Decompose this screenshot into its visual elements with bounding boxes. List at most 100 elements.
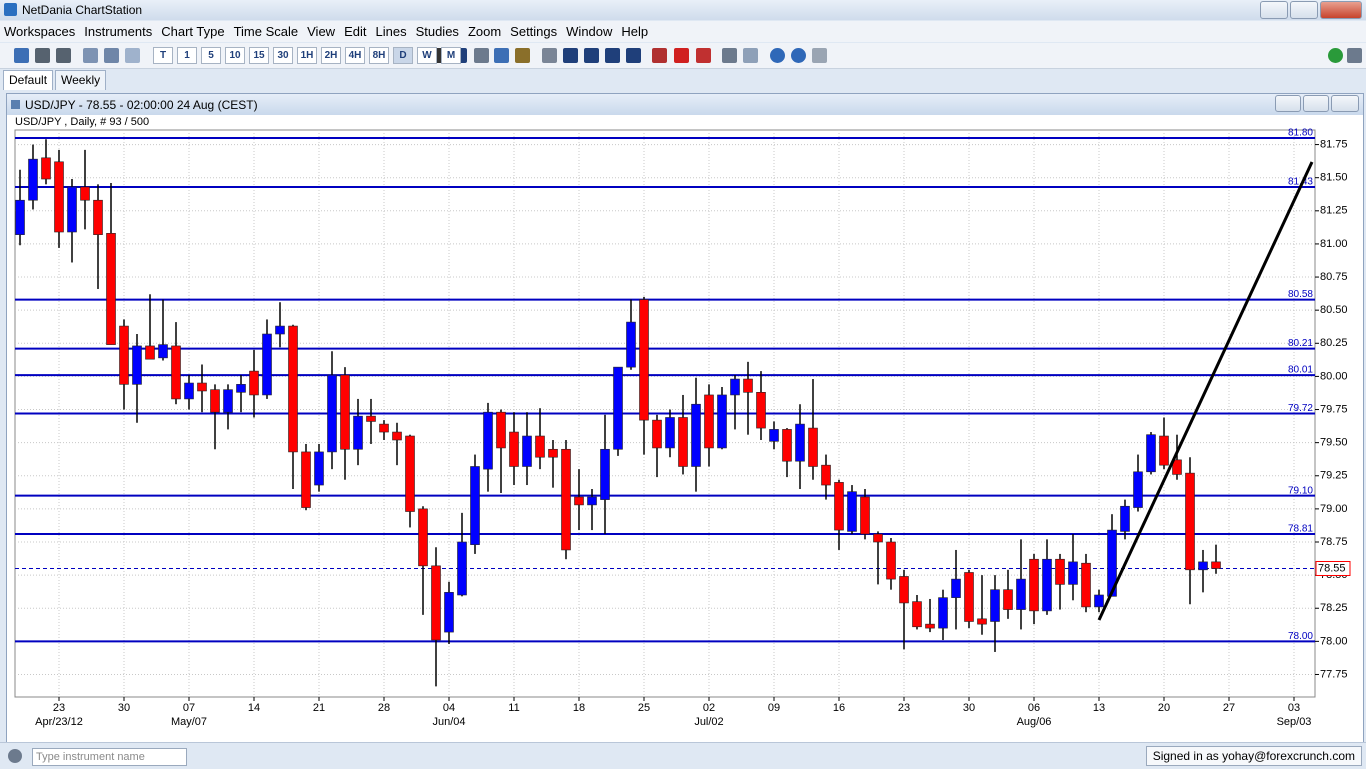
candle-body [93,199,103,235]
candle-body [431,565,441,641]
candle-body [483,411,493,470]
tool-button[interactable] [494,48,509,63]
line-tool-button[interactable] [626,48,641,63]
y-tick-label: 80.25 [1320,337,1348,349]
candle-body [327,374,337,453]
menu-item[interactable]: Help [621,24,649,39]
timeframe-button[interactable]: 10 [225,47,245,64]
delete-all-button[interactable] [696,48,711,63]
timeframe-button[interactable]: 1H [297,47,317,64]
studies-button[interactable] [515,48,530,63]
timeframe-button[interactable]: W [417,47,437,64]
menu-item[interactable]: Settings [510,24,558,39]
candle-body [1211,561,1221,569]
candle-body [912,601,922,628]
chart-button[interactable] [83,48,98,63]
print-button[interactable] [722,48,737,63]
timeframe-button[interactable]: T [153,47,173,64]
timeframe-button[interactable]: 5 [201,47,221,64]
timeframe-button[interactable]: 2H [321,47,341,64]
candle-body [587,496,597,506]
candle-body [340,374,350,450]
current-price-box [1315,560,1351,576]
restore-button[interactable] [1303,95,1329,112]
x-tick-label: 18 [573,702,585,714]
save-button[interactable] [35,48,50,63]
new-button[interactable] [14,48,29,63]
menu-item[interactable]: Lines [375,24,407,39]
y-tick-label: 78.75 [1320,536,1348,548]
minimize-button[interactable] [1275,95,1301,112]
line-tool-button[interactable] [563,48,578,63]
tab-bar: Default Weekly [0,69,1366,91]
candle-body [821,464,831,486]
workspace-tab[interactable]: Weekly [55,70,107,90]
menu-item[interactable]: Time Scale [233,24,299,39]
menu-item[interactable]: Chart Type [161,24,225,39]
delete-line-button[interactable] [652,48,667,63]
line-button[interactable] [125,48,140,63]
chart-plot: USD/JPY , Daily, # 93 / 500 77.75 78.00 78… [14,116,1351,728]
zoom-out-button[interactable] [791,48,806,63]
candle-body [314,451,324,486]
timeframe-button[interactable]: 1 [177,47,197,64]
instrument-search[interactable]: Type instrument name [32,748,187,766]
minimize-button[interactable] [1260,1,1288,19]
zoom-reset-button[interactable] [812,48,827,63]
y-tick-label: 79.00 [1320,503,1348,515]
y-tick-label: 80.50 [1320,304,1348,316]
timeframe-button[interactable]: M [441,47,461,64]
y-tick-label: 79.50 [1320,437,1348,449]
timeframe-button[interactable]: 4H [345,47,365,64]
zoom-in-button[interactable] [770,48,785,63]
timeframe-button[interactable]: D [393,47,413,64]
menu-item[interactable]: Instruments [84,24,153,39]
candle-body [834,482,844,531]
workspace-tab[interactable]: Default [3,70,54,90]
menu-item[interactable]: Zoom [467,24,502,39]
save-all-button[interactable] [56,48,71,63]
alert-button[interactable] [542,48,557,63]
menu-item[interactable]: Studies [415,24,459,39]
status-indicator [1328,48,1343,63]
y-tick-label: 78.00 [1320,635,1348,647]
menu-item[interactable]: View [307,24,336,39]
candle-body [756,392,766,429]
menu-item[interactable]: Window [566,24,613,39]
candle-body [1068,561,1078,585]
candle-body [522,435,532,467]
y-tick-label: 81.25 [1320,205,1348,217]
close-button[interactable] [1320,1,1362,19]
candle-body [379,423,389,433]
timeframe-button[interactable]: 8H [369,47,389,64]
menu-item[interactable]: Workspaces [4,24,76,39]
candle-body [1107,529,1117,597]
settings-button[interactable] [1347,48,1362,63]
candle-body [1016,578,1026,610]
line-tool-button[interactable] [584,48,599,63]
candle-body [275,325,285,335]
candle-body [366,415,376,422]
x-tick-label: 16 [833,702,845,714]
bar-button[interactable] [104,48,119,63]
candle-body [15,199,25,235]
menu-item[interactable]: Edit [344,24,367,39]
delete-button[interactable] [674,48,689,63]
candle-body [1133,471,1143,508]
level-label: 78.00 [1288,631,1313,642]
level-label: 81.80 [1288,128,1313,139]
maximize-button[interactable] [1290,1,1318,19]
candle-body [106,233,116,345]
timeframe-button[interactable]: 15 [249,47,269,64]
y-tick-label: 81.75 [1320,138,1348,150]
candle-body [132,345,142,385]
candle-body [210,389,220,413]
candle-body [600,448,610,500]
line-tool-button[interactable] [605,48,620,63]
candle-body [873,533,883,543]
close-button[interactable] [1331,95,1359,112]
preview-button[interactable] [743,48,758,63]
timeframe-button[interactable]: 30 [273,47,293,64]
x-tick-label: 20 [1158,702,1170,714]
tool-button[interactable] [474,48,489,63]
